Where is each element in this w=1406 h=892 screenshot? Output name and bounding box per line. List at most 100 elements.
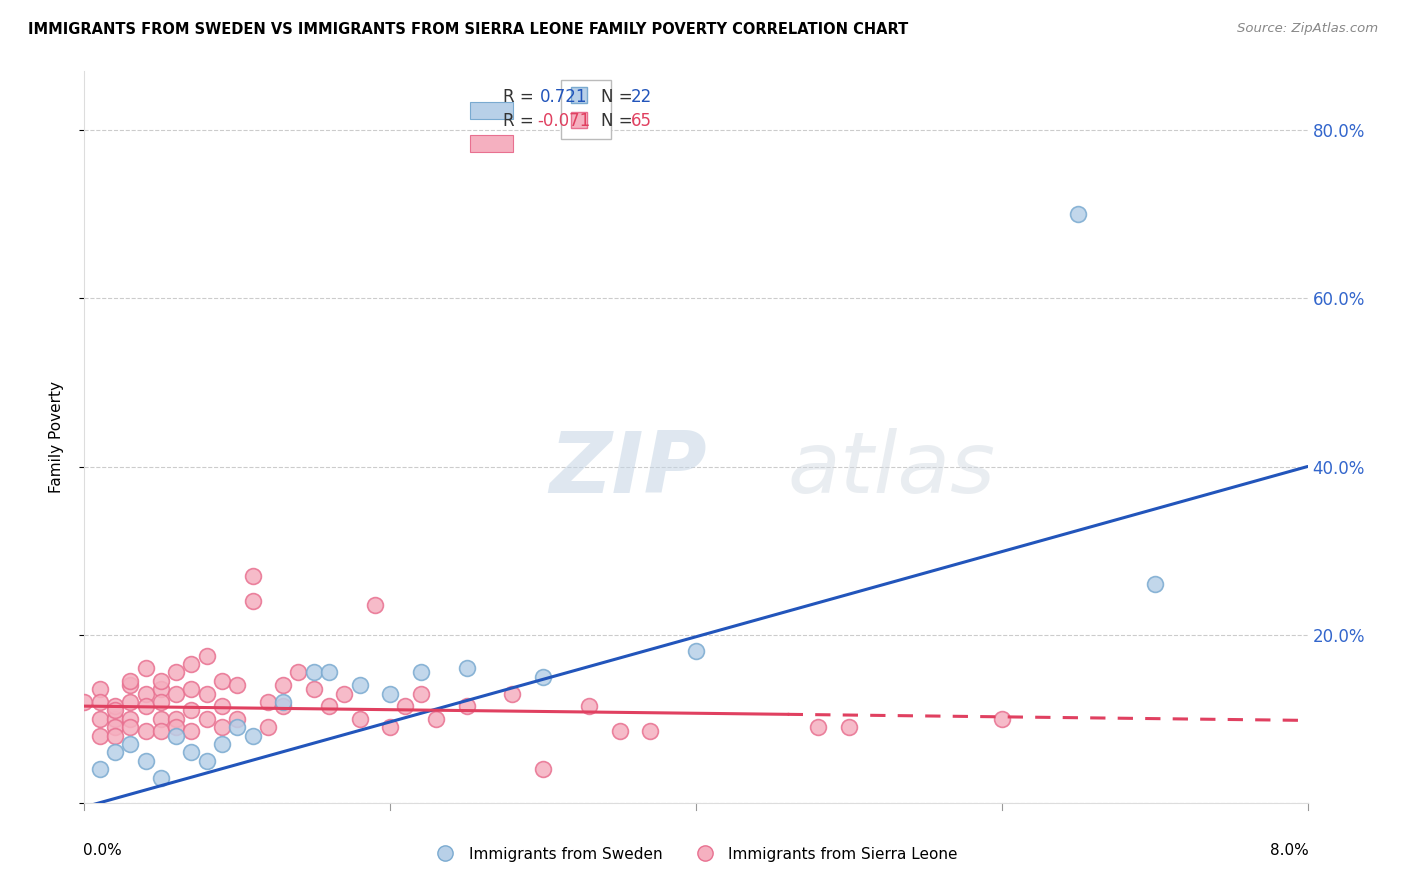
Point	[195, 754, 218, 768]
Point	[135, 699, 157, 714]
Point	[135, 754, 157, 768]
Point	[149, 724, 172, 739]
Point	[180, 745, 202, 759]
Point	[149, 682, 172, 697]
Point	[195, 648, 218, 663]
Point	[195, 686, 218, 700]
Point	[271, 678, 294, 692]
Point	[609, 724, 631, 739]
Point	[394, 699, 416, 714]
Point	[425, 712, 447, 726]
Point	[1143, 577, 1166, 591]
Point	[165, 712, 187, 726]
Point	[531, 762, 554, 776]
Point	[165, 720, 187, 734]
Point	[120, 737, 142, 751]
Point	[135, 724, 157, 739]
Text: 0.0%: 0.0%	[83, 843, 122, 858]
FancyBboxPatch shape	[470, 136, 513, 152]
Point	[242, 569, 264, 583]
Point	[287, 665, 309, 680]
Point	[120, 673, 142, 688]
Point	[89, 762, 111, 776]
Text: 65: 65	[631, 112, 652, 130]
Text: Source: ZipAtlas.com: Source: ZipAtlas.com	[1237, 22, 1378, 36]
FancyBboxPatch shape	[470, 103, 513, 119]
Y-axis label: Family Poverty: Family Poverty	[49, 381, 63, 493]
Text: atlas: atlas	[787, 428, 995, 511]
Point	[271, 695, 294, 709]
Point	[120, 712, 142, 726]
Point	[89, 695, 111, 709]
Point	[333, 686, 356, 700]
Point	[120, 695, 142, 709]
Point	[104, 745, 127, 759]
Point	[638, 724, 661, 739]
Point	[211, 737, 233, 751]
Point	[578, 699, 600, 714]
Point	[211, 720, 233, 734]
Point	[257, 720, 280, 734]
Point	[120, 720, 142, 734]
Text: ZIP: ZIP	[550, 428, 707, 511]
Text: 22: 22	[631, 88, 652, 106]
Point	[1067, 207, 1090, 221]
Point	[195, 712, 218, 726]
Point	[135, 661, 157, 675]
Text: -0.071: -0.071	[537, 112, 591, 130]
Point	[180, 703, 202, 717]
Point	[226, 720, 249, 734]
Point	[302, 665, 325, 680]
Text: N =: N =	[600, 112, 633, 130]
Point	[456, 661, 478, 675]
Point	[349, 712, 371, 726]
Point	[318, 665, 340, 680]
Point	[120, 678, 142, 692]
Point	[531, 670, 554, 684]
Point	[149, 712, 172, 726]
Point	[242, 594, 264, 608]
Point	[409, 665, 432, 680]
Point	[211, 699, 233, 714]
Point	[991, 712, 1014, 726]
Point	[149, 695, 172, 709]
Point	[165, 686, 187, 700]
Point	[271, 699, 294, 714]
Text: R =: R =	[503, 88, 533, 106]
Point	[380, 720, 402, 734]
Point	[149, 673, 172, 688]
Point	[226, 678, 249, 692]
Point	[456, 699, 478, 714]
Point	[685, 644, 707, 658]
Text: 0.721: 0.721	[540, 88, 586, 106]
Point	[302, 682, 325, 697]
Point	[165, 665, 187, 680]
Point	[807, 720, 830, 734]
Point	[180, 724, 202, 739]
Point	[104, 699, 127, 714]
Point	[211, 673, 233, 688]
Point	[104, 703, 127, 717]
Point	[242, 729, 264, 743]
Point	[226, 712, 249, 726]
Point	[135, 686, 157, 700]
Point	[349, 678, 371, 692]
Point	[89, 729, 111, 743]
Legend: Immigrants from Sweden, Immigrants from Sierra Leone: Immigrants from Sweden, Immigrants from …	[427, 840, 965, 868]
Point	[257, 695, 280, 709]
Point	[380, 686, 402, 700]
Text: 8.0%: 8.0%	[1270, 843, 1309, 858]
Point	[364, 599, 387, 613]
Point	[89, 682, 111, 697]
Point	[104, 720, 127, 734]
Text: IMMIGRANTS FROM SWEDEN VS IMMIGRANTS FROM SIERRA LEONE FAMILY POVERTY CORRELATIO: IMMIGRANTS FROM SWEDEN VS IMMIGRANTS FRO…	[28, 22, 908, 37]
Point	[838, 720, 860, 734]
Point	[165, 729, 187, 743]
Point	[73, 695, 96, 709]
Point	[89, 712, 111, 726]
Point	[318, 699, 340, 714]
Point	[149, 771, 172, 785]
Point	[104, 712, 127, 726]
Text: N =: N =	[600, 88, 633, 106]
Point	[104, 729, 127, 743]
